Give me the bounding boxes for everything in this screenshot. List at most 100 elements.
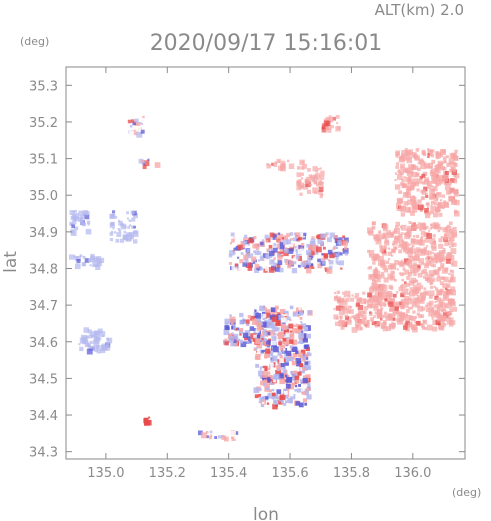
echo-cell	[284, 340, 290, 346]
echo-cell	[273, 399, 279, 405]
echo-cell	[425, 307, 431, 313]
echo-cell	[288, 163, 295, 169]
echo-cell	[397, 170, 401, 173]
echo-cell	[283, 310, 289, 316]
echo-cell	[281, 350, 285, 353]
echo-cell	[428, 294, 433, 299]
echo-cell	[434, 300, 437, 304]
y-axis-label: lat	[1, 251, 21, 273]
echo-cell	[317, 234, 323, 240]
echo-cell	[415, 279, 419, 283]
echo-cell	[402, 288, 408, 295]
echo-cell	[336, 290, 341, 294]
echo-cell	[265, 237, 271, 243]
echo-cell	[341, 297, 344, 301]
echo-cell	[368, 295, 375, 301]
echo-cell	[256, 334, 260, 339]
echo-cell	[418, 258, 425, 264]
echo-cell	[417, 167, 421, 172]
echo-cell	[436, 276, 442, 282]
echo-cell	[412, 178, 418, 184]
echo-cell	[450, 273, 454, 277]
echo-cell	[295, 379, 299, 384]
echo-cell	[224, 338, 228, 342]
echo-cell	[300, 172, 304, 176]
echo-cell	[340, 267, 343, 270]
echo-cell	[269, 250, 275, 257]
echo-cell	[410, 199, 413, 202]
echo-cell	[129, 124, 133, 128]
echo-cell	[445, 310, 448, 313]
echo-cell	[430, 153, 435, 158]
echo-cell	[268, 244, 273, 249]
echo-cell	[279, 395, 283, 399]
echo-cell	[69, 254, 75, 260]
echo-cell	[223, 436, 229, 442]
echo-cell	[391, 325, 395, 329]
echo-cell	[261, 368, 265, 371]
echo-cell	[297, 166, 301, 170]
echo-cell	[317, 189, 323, 195]
echo-cell	[333, 296, 339, 302]
echo-cell	[136, 122, 141, 126]
echo-cell	[254, 309, 259, 314]
echo-cell	[425, 245, 429, 248]
echo-cell	[349, 309, 354, 314]
echo-cell	[394, 178, 397, 182]
echo-cell	[450, 244, 454, 248]
echo-cell	[105, 345, 111, 351]
echo-cell	[317, 168, 320, 171]
echo-cell	[367, 227, 373, 234]
echo-cell	[342, 235, 346, 239]
echo-cell	[323, 254, 328, 259]
echo-cell	[401, 283, 407, 289]
echo-cell	[277, 351, 282, 356]
echo-cell	[267, 377, 271, 381]
echo-cell	[442, 176, 448, 182]
echo-cell	[433, 271, 436, 274]
echo-cell	[279, 344, 286, 351]
echo-cell	[69, 221, 74, 226]
echo-cell	[388, 301, 394, 307]
echo-cell	[394, 246, 398, 249]
echo-cell	[304, 353, 309, 358]
echo-cell	[276, 365, 282, 371]
echo-cell	[452, 242, 457, 247]
echo-cell	[288, 339, 294, 344]
echo-cell	[240, 252, 244, 255]
echo-cell	[380, 283, 386, 289]
echo-cell	[82, 210, 89, 216]
echo-cell	[435, 304, 440, 309]
echo-cell	[310, 238, 316, 244]
echo-cell	[443, 276, 449, 283]
echo-cell	[433, 225, 437, 228]
echo-cell	[273, 257, 276, 260]
echo-cell	[317, 263, 323, 269]
echo-cell	[405, 251, 408, 255]
echo-cell	[282, 313, 286, 317]
echo-cell	[295, 401, 300, 406]
echo-cell	[275, 305, 279, 310]
echo-cell	[280, 251, 284, 254]
echo-cell	[90, 257, 95, 263]
echo-cell	[321, 253, 324, 256]
echo-cell	[327, 237, 332, 243]
echo-cell	[453, 162, 458, 167]
echo-cell	[314, 251, 319, 255]
echo-cell	[447, 312, 450, 315]
echo-cell	[337, 126, 341, 130]
echo-cell	[432, 319, 438, 326]
echo-cell	[263, 382, 268, 387]
echo-cell	[319, 179, 322, 183]
echo-cell	[363, 302, 367, 305]
echo-cell	[419, 298, 425, 304]
echo-cell	[209, 434, 213, 437]
echo-cell	[435, 260, 439, 263]
echo-cell	[431, 257, 435, 261]
echo-cell	[256, 247, 259, 251]
echo-cell	[271, 336, 277, 342]
echo-cell	[214, 436, 218, 439]
echo-cell	[282, 366, 286, 370]
echo-cell	[292, 258, 296, 262]
